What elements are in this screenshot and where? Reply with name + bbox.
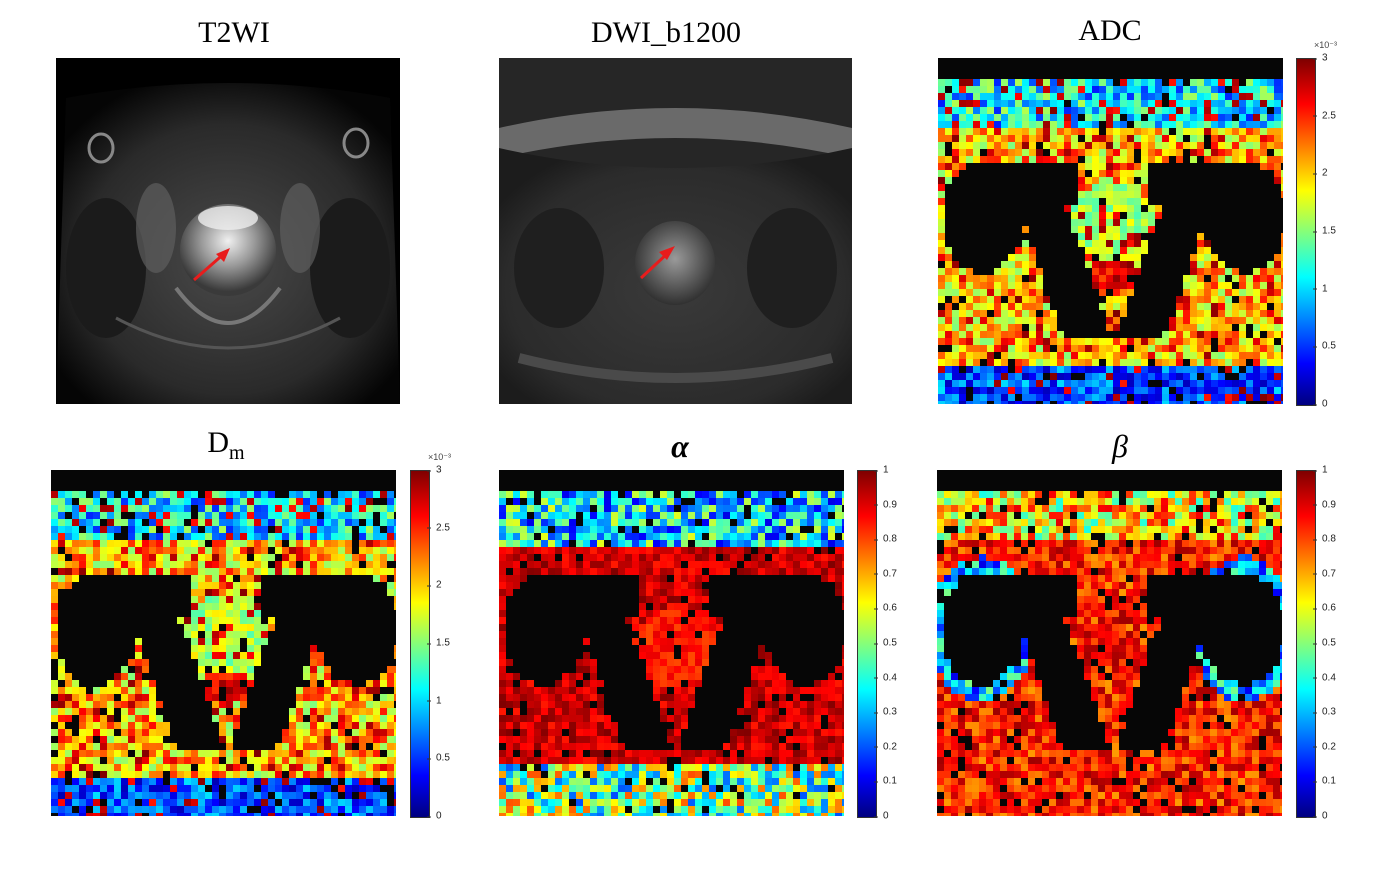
title-dm: Dm — [176, 426, 276, 465]
alpha-map — [499, 470, 844, 816]
colorbar-tick-label: 3 — [1313, 52, 1328, 64]
colorbar-tick-label: 2.5 — [427, 522, 450, 534]
title-dm-main: D — [207, 426, 230, 459]
colorbar-tick-label: 1.5 — [1313, 225, 1336, 237]
colorbar-tick-label: 0.4 — [874, 672, 897, 684]
colorbar-tick-label: 1 — [1313, 464, 1328, 476]
colorbar-tick-label: 0.5 — [1313, 340, 1336, 352]
colorbar-tick-label: 0.1 — [874, 775, 897, 787]
colorbar-tick-label: 0.2 — [1313, 741, 1336, 753]
colorbar-tick-label: 0.3 — [1313, 706, 1336, 718]
title-t2wi: T2WI — [198, 16, 270, 49]
dm-map — [51, 470, 396, 816]
colorbar-tick-label: 0.9 — [1313, 499, 1336, 511]
colorbar-tick-label: 0.6 — [874, 602, 897, 614]
colorbar-tick-label: 0.5 — [427, 752, 450, 764]
title-dm-sub: m — [229, 442, 245, 464]
beta-map — [937, 470, 1282, 816]
colorbar-tick-label: 2 — [1313, 167, 1328, 179]
title-dwi: DWI_b1200 — [591, 16, 741, 49]
colorbar-tick-label: 0.1 — [1313, 775, 1336, 787]
title-alpha: α — [671, 428, 689, 464]
colorbar-tick-label: 2 — [427, 579, 442, 591]
colorbar-tick-label: 0 — [1313, 398, 1328, 410]
colorbar-tick-label: 0.3 — [874, 706, 897, 718]
colorbar-tick-label: 0.6 — [1313, 602, 1336, 614]
colorbar-tick-label: 1 — [427, 695, 442, 707]
colorbar-tick-label: 0.8 — [1313, 533, 1336, 545]
colorbar-tick-label: 0.7 — [874, 568, 897, 580]
colorbar-tick-label: 1 — [874, 464, 889, 476]
colorbar-tick-label: 0.4 — [1313, 672, 1336, 684]
colorbar-tick-label: 1.5 — [427, 637, 450, 649]
colorbar-tick-label: 2.5 — [1313, 110, 1336, 122]
dm-colorbar — [410, 470, 430, 818]
colorbar-tick-label: 0.5 — [1313, 637, 1336, 649]
alpha-colorbar — [857, 470, 877, 818]
title-beta: β — [1112, 428, 1128, 464]
colorbar-tick-label: 3 — [427, 464, 442, 476]
dwi-image — [499, 58, 852, 404]
colorbar-tick-label: 1 — [1313, 283, 1328, 295]
colorbar-tick-label: 0 — [427, 810, 442, 822]
adc-colorbar — [1296, 58, 1316, 406]
colorbar-tick-label: 0.2 — [874, 741, 897, 753]
title-adc: ADC — [1078, 14, 1142, 47]
adc-colorbar-exponent: ×10⁻³ — [1314, 40, 1338, 50]
dm-colorbar-exponent: ×10⁻³ — [428, 452, 452, 462]
t2wi-image — [56, 58, 400, 404]
colorbar-tick-label: 0.8 — [874, 533, 897, 545]
beta-colorbar — [1296, 470, 1316, 818]
colorbar-tick-label: 0.5 — [874, 637, 897, 649]
colorbar-tick-label: 0.7 — [1313, 568, 1336, 580]
colorbar-tick-label: 0 — [874, 810, 889, 822]
colorbar-tick-label: 0.9 — [874, 499, 897, 511]
adc-map — [938, 58, 1283, 404]
colorbar-tick-label: 0 — [1313, 810, 1328, 822]
